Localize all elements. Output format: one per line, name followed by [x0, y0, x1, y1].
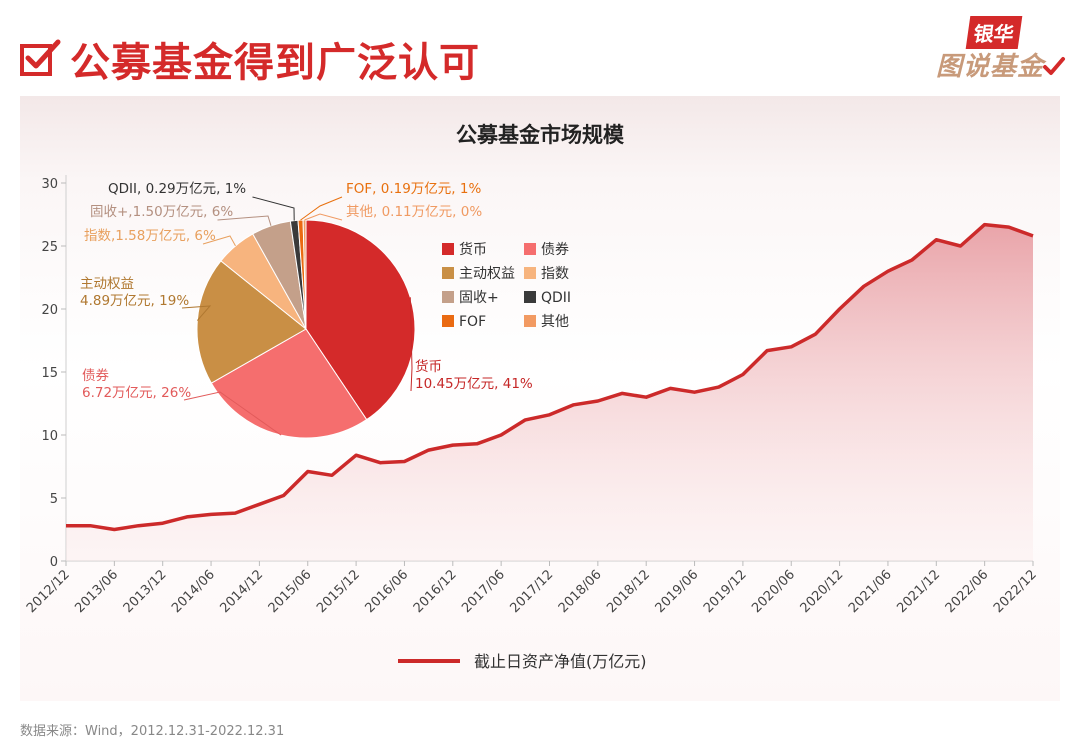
area-layer [65, 222, 1034, 561]
legend-swatch [524, 315, 536, 327]
pie-label-4: 固收+,1.50万亿元, 6% [90, 204, 272, 226]
x-tick-label: 2022/06 [943, 567, 992, 616]
y-tick-label: 20 [41, 303, 58, 318]
pie-label-7: 其他, 0.11万亿元, 0% [304, 204, 482, 221]
x-tick-label: 2018/06 [556, 567, 605, 616]
pie-label-line2: 4.89万亿元, 19% [80, 293, 189, 309]
legend-swatch [442, 243, 454, 255]
pie-label-5: QDII, 0.29万亿元, 1% [108, 181, 295, 221]
x-tick-label: 2016/06 [362, 567, 411, 616]
x-tick-label: 2013/12 [121, 567, 170, 616]
x-tick-label: 2012/12 [24, 567, 73, 616]
legend-label: FOF [459, 314, 486, 330]
pie-leader-line [181, 305, 212, 321]
legend-label: 固收+ [459, 290, 499, 306]
pie-label-6: FOF, 0.19万亿元, 1% [300, 181, 481, 221]
x-tick-label: 2014/06 [169, 567, 218, 616]
header: 公募基金得到广泛认可 银华 图说基金 [0, 0, 1080, 95]
pie-leader-line [304, 213, 343, 221]
pie-leader-line [300, 196, 343, 221]
logo-top-text: 银华 [965, 16, 1023, 49]
legend-swatch [524, 243, 536, 255]
pie-label-line1: 债券 [82, 368, 109, 384]
x-tick-label: 2019/06 [653, 567, 702, 616]
page-title: 公募基金得到广泛认可 [70, 40, 480, 86]
pie-label-3: 指数,1.58万亿元, 6% [84, 228, 236, 247]
checkbox-icon [20, 39, 61, 76]
legend-label: 债券 [541, 242, 569, 258]
pie-label-line1: 主动权益 [80, 275, 134, 292]
x-tick-label: 2014/12 [217, 567, 266, 616]
x-tick-label: 2015/12 [314, 567, 363, 616]
pie-label-line1: FOF, 0.19万亿元, 1% [346, 181, 481, 197]
data-source: 数据来源：Wind，2012.12.31-2022.12.31 [20, 724, 285, 739]
chart-panel: 公募基金市场规模 0 5 10 15 20 25 30 2012/12 2013/06 2013/… [20, 96, 1060, 701]
legend-swatch [442, 291, 454, 303]
pie-leader-line [202, 235, 236, 247]
x-tick-label: 2015/06 [266, 567, 315, 616]
x-tick-label: 2022/12 [991, 567, 1040, 616]
x-tick-label: 2017/12 [508, 567, 557, 616]
y-tick-label: 0 [50, 555, 58, 570]
pie-leader-line [217, 215, 272, 226]
legend-swatch [442, 315, 454, 327]
legend-swatch [524, 267, 536, 279]
x-tick-label: 2016/12 [411, 567, 460, 616]
legend-label: QDII [541, 290, 571, 306]
pie-leader-line [183, 391, 282, 436]
legend-label: 其他 [541, 314, 569, 330]
brand-logo: 银华 图说基金 [930, 14, 1070, 84]
x-tick-label: 2020/12 [798, 567, 847, 616]
x-tick-label: 2017/06 [459, 567, 508, 616]
x-tick-label: 2013/06 [72, 567, 121, 616]
pie-label-line2: 10.45万亿元, 41% [415, 376, 533, 392]
legend-line-label: 截止日资产净值(万亿元) [474, 652, 647, 671]
legend-swatch [524, 291, 536, 303]
y-tick-label: 5 [50, 492, 58, 507]
pie-label-line2: 6.72万亿元, 26% [82, 385, 191, 401]
legend-swatch [442, 267, 454, 279]
y-tick-label: 25 [41, 240, 58, 255]
pie-label-1: 债券6.72万亿元, 26% [82, 368, 282, 436]
pie-label-line1: 其他, 0.11万亿元, 0% [346, 204, 482, 220]
x-tick-label: 2018/12 [604, 567, 653, 616]
y-tick-label: 30 [41, 177, 58, 192]
x-tick-label: 2021/12 [894, 567, 943, 616]
legend-label: 指数 [541, 266, 569, 282]
pie-label-line1: 指数,1.58万亿元, 6% [84, 228, 216, 244]
pie-label-line1: 货币 [415, 358, 442, 375]
x-tick-label: 2019/12 [701, 567, 750, 616]
pie-leader-line [409, 297, 413, 392]
pie-leader-line [252, 196, 295, 221]
pie-label-line1: 固收+,1.50万亿元, 6% [90, 204, 233, 220]
x-tick-label: 2021/06 [846, 567, 895, 616]
legend-label: 主动权益 [459, 266, 515, 282]
x-tick-label: 2020/06 [749, 567, 798, 616]
legend-label: 货币 [459, 241, 487, 258]
fund-scale-chart: 公募基金市场规模 0 5 10 15 20 25 30 2012/12 2013/06 2013/… [24, 123, 1040, 671]
logo-bottom-text: 图说基金 [936, 52, 1045, 82]
chart-title: 公募基金市场规模 [456, 123, 625, 147]
pie-label-line1: QDII, 0.29万亿元, 1% [108, 181, 246, 197]
area-fill [66, 224, 1033, 561]
y-tick-label: 10 [41, 429, 58, 444]
check-icon [1043, 57, 1065, 75]
line-legend: 截止日资产净值(万亿元) [398, 652, 647, 671]
y-tick-label: 15 [41, 366, 58, 381]
